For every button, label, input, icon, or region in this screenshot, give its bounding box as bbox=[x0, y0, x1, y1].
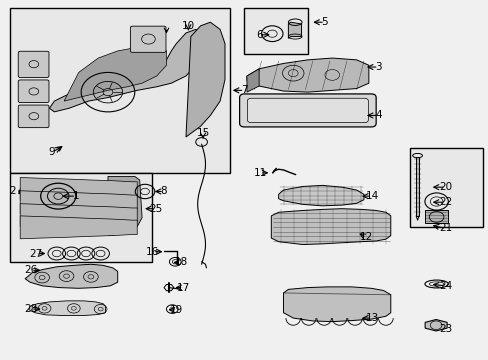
Text: 16: 16 bbox=[146, 247, 159, 257]
Text: 28: 28 bbox=[24, 304, 38, 314]
Text: 15: 15 bbox=[196, 128, 209, 138]
Polygon shape bbox=[20, 177, 137, 201]
Polygon shape bbox=[424, 211, 447, 223]
Text: 11: 11 bbox=[253, 168, 266, 178]
Text: 12: 12 bbox=[359, 232, 372, 242]
Polygon shape bbox=[288, 22, 301, 39]
Text: 20: 20 bbox=[438, 182, 451, 192]
FancyBboxPatch shape bbox=[18, 51, 49, 77]
Bar bbox=[244, 8, 307, 54]
Polygon shape bbox=[185, 22, 224, 137]
Polygon shape bbox=[283, 287, 390, 321]
Polygon shape bbox=[271, 209, 390, 244]
Polygon shape bbox=[424, 319, 446, 331]
Text: 25: 25 bbox=[149, 204, 162, 214]
Text: 23: 23 bbox=[438, 324, 451, 334]
Polygon shape bbox=[246, 69, 259, 92]
Text: 1: 1 bbox=[73, 191, 80, 201]
Polygon shape bbox=[246, 58, 368, 92]
Text: 2: 2 bbox=[10, 186, 16, 197]
FancyBboxPatch shape bbox=[247, 98, 367, 123]
Text: 14: 14 bbox=[365, 191, 378, 201]
Text: 27: 27 bbox=[30, 248, 43, 258]
Text: 10: 10 bbox=[182, 21, 195, 31]
Text: 9: 9 bbox=[48, 147, 55, 157]
Polygon shape bbox=[20, 191, 137, 214]
Text: 18: 18 bbox=[174, 257, 187, 267]
Text: 22: 22 bbox=[438, 197, 451, 207]
Polygon shape bbox=[20, 216, 137, 239]
Text: 21: 21 bbox=[438, 224, 451, 233]
Text: 13: 13 bbox=[365, 313, 378, 323]
Text: 6: 6 bbox=[255, 30, 262, 40]
Text: 26: 26 bbox=[24, 265, 38, 275]
Polygon shape bbox=[25, 264, 118, 288]
FancyBboxPatch shape bbox=[239, 94, 375, 127]
Text: 8: 8 bbox=[161, 186, 167, 197]
Text: 19: 19 bbox=[169, 305, 183, 315]
Text: 17: 17 bbox=[177, 283, 190, 293]
Text: 3: 3 bbox=[374, 62, 381, 72]
Text: 4: 4 bbox=[374, 111, 381, 121]
Polygon shape bbox=[49, 30, 200, 112]
Bar bbox=[10, 173, 152, 262]
FancyBboxPatch shape bbox=[130, 26, 165, 52]
Polygon shape bbox=[415, 157, 418, 216]
Polygon shape bbox=[64, 44, 166, 101]
FancyBboxPatch shape bbox=[18, 80, 49, 103]
Text: 5: 5 bbox=[321, 17, 327, 27]
Polygon shape bbox=[108, 176, 142, 235]
Polygon shape bbox=[278, 185, 363, 206]
Polygon shape bbox=[20, 204, 137, 226]
FancyBboxPatch shape bbox=[18, 105, 49, 128]
Bar bbox=[10, 8, 229, 173]
Polygon shape bbox=[29, 301, 105, 316]
Text: 24: 24 bbox=[438, 281, 451, 291]
Text: 7: 7 bbox=[241, 85, 247, 95]
Bar bbox=[409, 148, 483, 226]
